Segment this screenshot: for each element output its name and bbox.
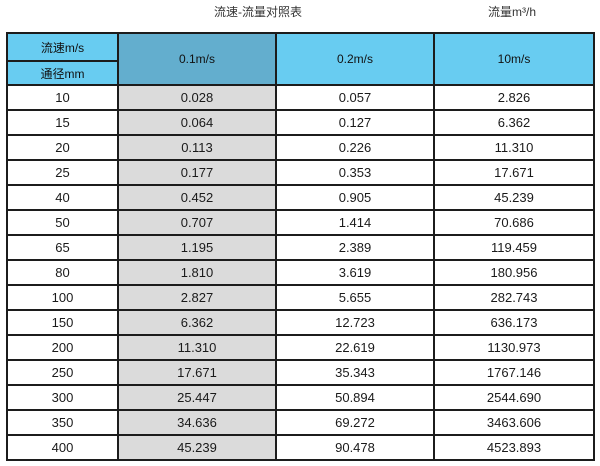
- table-row: 20 0.113 0.226 11.310: [6, 134, 595, 161]
- cell-diameter: 350: [6, 409, 119, 436]
- cell-flow-10: 17.671: [433, 159, 595, 186]
- table-row: 350 34.636 69.272 3463.606: [6, 409, 595, 436]
- cell-diameter: 300: [6, 384, 119, 411]
- cell-flow-10: 119.459: [433, 234, 595, 261]
- header-row-bottom: 通径mm: [6, 60, 594, 86]
- cell-flow-0-2: 0.057: [275, 84, 435, 111]
- table-row: 100 2.827 5.655 282.743: [6, 284, 595, 311]
- cell-flow-10: 180.956: [433, 259, 595, 286]
- cell-flow-0-1: 11.310: [117, 334, 277, 361]
- cell-flow-0-2: 0.226: [275, 134, 435, 161]
- flow-rate-table: 流速m/s 0.1m/s 0.2m/s 10m/s 通径mm 10 0.028 …: [6, 32, 595, 461]
- table-row: 50 0.707 1.414 70.686: [6, 209, 595, 236]
- cell-flow-10: 2544.690: [433, 384, 595, 411]
- header-col-10ms: 10m/s: [433, 32, 595, 86]
- cell-flow-0-1: 0.177: [117, 159, 277, 186]
- table-row: 150 6.362 12.723 636.173: [6, 309, 595, 336]
- cell-flow-0-2: 0.905: [275, 184, 435, 211]
- cell-flow-10: 70.686: [433, 209, 595, 236]
- cell-flow-0-2: 1.414: [275, 209, 435, 236]
- cell-flow-0-1: 0.707: [117, 209, 277, 236]
- cell-flow-10: 3463.606: [433, 409, 595, 436]
- cell-flow-10: 1130.973: [433, 334, 595, 361]
- cell-diameter: 20: [6, 134, 119, 161]
- header-col-0-2ms: 0.2m/s: [275, 32, 435, 86]
- cell-diameter: 150: [6, 309, 119, 336]
- cell-flow-0-2: 22.619: [275, 334, 435, 361]
- cell-flow-0-2: 0.127: [275, 109, 435, 136]
- cell-diameter: 25: [6, 159, 119, 186]
- cell-flow-0-1: 34.636: [117, 409, 277, 436]
- table-row: 250 17.671 35.343 1767.146: [6, 359, 595, 386]
- cell-diameter: 10: [6, 84, 119, 111]
- cell-flow-0-2: 5.655: [275, 284, 435, 311]
- cell-diameter: 40: [6, 184, 119, 211]
- cell-flow-0-1: 1.810: [117, 259, 277, 286]
- table-row: 300 25.447 50.894 2544.690: [6, 384, 595, 411]
- cell-flow-0-1: 45.239: [117, 434, 277, 461]
- cell-diameter: 80: [6, 259, 119, 286]
- table-row: 80 1.810 3.619 180.956: [6, 259, 595, 286]
- header-velocity-label: 流速m/s: [6, 32, 119, 62]
- cell-flow-10: 45.239: [433, 184, 595, 211]
- cell-diameter: 100: [6, 284, 119, 311]
- header-row-top: 流速m/s 0.1m/s 0.2m/s 10m/s: [6, 32, 595, 86]
- cell-flow-0-2: 90.478: [275, 434, 435, 461]
- cell-flow-0-1: 2.827: [117, 284, 277, 311]
- cell-flow-0-2: 69.272: [275, 409, 435, 436]
- cell-flow-0-2: 50.894: [275, 384, 435, 411]
- cell-flow-0-2: 0.353: [275, 159, 435, 186]
- cell-diameter: 400: [6, 434, 119, 461]
- cell-flow-0-2: 2.389: [275, 234, 435, 261]
- cell-flow-0-1: 25.447: [117, 384, 277, 411]
- cell-flow-10: 11.310: [433, 134, 595, 161]
- cell-flow-10: 6.362: [433, 109, 595, 136]
- cell-flow-0-1: 6.362: [117, 309, 277, 336]
- table-row: 15 0.064 0.127 6.362: [6, 109, 595, 136]
- cell-flow-10: 1767.146: [433, 359, 595, 386]
- table-row: 200 11.310 22.619 1130.973: [6, 334, 595, 361]
- table-row: 400 45.239 90.478 4523.893: [6, 434, 595, 461]
- cell-flow-0-1: 1.195: [117, 234, 277, 261]
- cell-flow-10: 282.743: [433, 284, 595, 311]
- cell-flow-0-1: 0.452: [117, 184, 277, 211]
- table-row: 10 0.028 0.057 2.826: [6, 84, 595, 111]
- cell-flow-0-2: 12.723: [275, 309, 435, 336]
- table-row: 40 0.452 0.905 45.239: [6, 184, 595, 211]
- cell-flow-10: 636.173: [433, 309, 595, 336]
- cell-flow-0-1: 17.671: [117, 359, 277, 386]
- header-col-0-1ms: 0.1m/s: [117, 32, 277, 86]
- cell-diameter: 50: [6, 209, 119, 236]
- flow-unit-title: 流量m³/h: [488, 5, 537, 19]
- cell-flow-10: 4523.893: [433, 434, 595, 461]
- page-title: 流速-流量对照表: [214, 5, 302, 19]
- cell-flow-0-1: 0.064: [117, 109, 277, 136]
- cell-flow-10: 2.826: [433, 84, 595, 111]
- cell-diameter: 250: [6, 359, 119, 386]
- cell-flow-0-1: 0.113: [117, 134, 277, 161]
- cell-diameter: 65: [6, 234, 119, 261]
- table-row: 25 0.177 0.353 17.671: [6, 159, 595, 186]
- cell-flow-0-2: 35.343: [275, 359, 435, 386]
- cell-diameter: 15: [6, 109, 119, 136]
- cell-flow-0-1: 0.028: [117, 84, 277, 111]
- header-diameter-label: 通径mm: [6, 60, 119, 86]
- table-row: 65 1.195 2.389 119.459: [6, 234, 595, 261]
- cell-diameter: 200: [6, 334, 119, 361]
- cell-flow-0-2: 3.619: [275, 259, 435, 286]
